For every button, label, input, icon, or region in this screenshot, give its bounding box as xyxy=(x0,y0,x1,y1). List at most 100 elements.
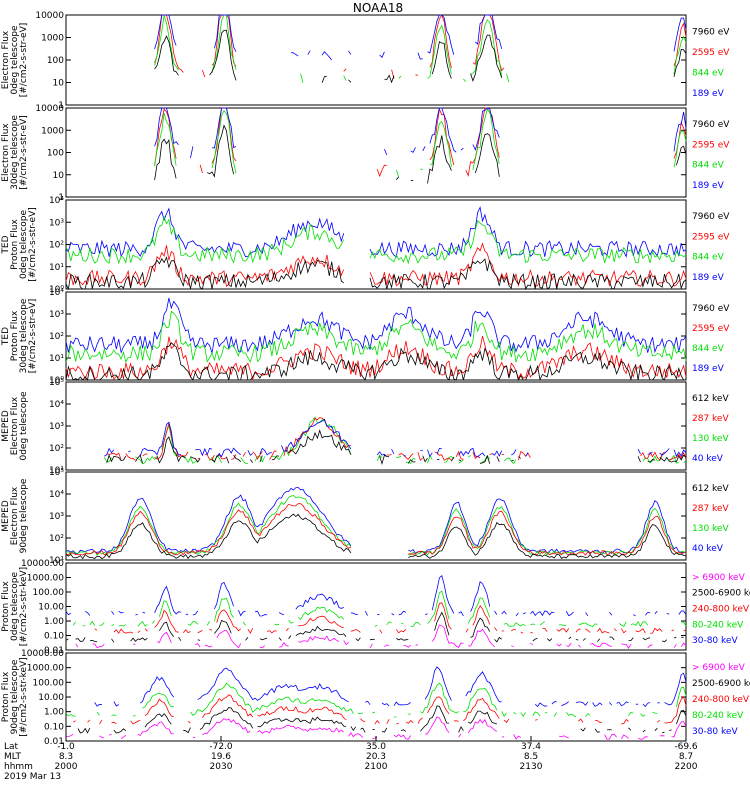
legend-entry: 2595 eV xyxy=(692,140,730,150)
x-tick-lat: 35.0 xyxy=(366,742,386,752)
series-red xyxy=(94,602,687,635)
footer-row-label: Lat xyxy=(4,742,19,752)
series-blue xyxy=(65,297,687,354)
y-axis-label-line: 90deg telescope xyxy=(10,659,20,734)
y-axis-label: TED Proton Flux 30deg telescope [#/cm2-s-st… xyxy=(1,298,38,373)
legend-entry: 2595 eV xyxy=(692,232,730,242)
x-tick-hhmm: 2030 xyxy=(210,762,233,772)
y-tick-label: 1000 xyxy=(41,34,64,44)
series-blue xyxy=(65,574,687,617)
y-tick-label: 10³ xyxy=(49,422,64,432)
panel-5: 10¹ 10² 10³ 10⁴ 10⁵ MEPED Electron Flux 0deg te… xyxy=(1,378,729,476)
legend-entry: 240-800 keV xyxy=(692,695,750,705)
y-tick-label: 0.01 xyxy=(44,737,64,747)
x-tick-hhmm: 2000 xyxy=(55,762,78,772)
legend-entry: 2595 eV xyxy=(692,48,730,58)
y-tick-label: 10² xyxy=(49,332,64,342)
panel-2: 1 10 100 1000 10000 Electron Flux 30deg telesc… xyxy=(1,104,730,203)
series-red xyxy=(106,417,687,462)
y-tick-label: 10⁵ xyxy=(49,378,64,388)
y-axis-label: MEPED Electron Flux 0deg telescope xyxy=(1,391,29,461)
legend-entry: 80-240 keV xyxy=(692,711,744,721)
y-tick-label: 10¹ xyxy=(49,354,64,364)
y-axis-label-line: [#/cm2-s-str-eV] xyxy=(28,207,38,282)
y-tick-label: 1 xyxy=(58,193,64,203)
y-tick-label: 10000.00 xyxy=(21,649,64,659)
series-black xyxy=(65,513,687,560)
legend-entry: 612 keV xyxy=(692,484,729,494)
y-tick-label: 10 xyxy=(53,171,65,181)
legend-entry: 130 keV xyxy=(692,524,729,534)
legend-entry: 844 eV xyxy=(692,161,725,171)
chart-title: NOAA18 xyxy=(353,1,403,15)
y-tick-label: 1000 xyxy=(41,126,64,136)
y-tick-label: 100.00 xyxy=(33,588,65,598)
footer-date: 2019 Mar 13 xyxy=(4,772,61,782)
series-green xyxy=(72,590,687,628)
panel-frame xyxy=(65,471,687,561)
y-tick-label: 10.00 xyxy=(38,603,64,613)
legend-entry: > 6900 keV xyxy=(692,663,746,673)
y-axis-label-line: Proton Flux xyxy=(1,581,11,632)
y-axis-label-line: Electron Flux xyxy=(1,123,11,182)
y-tick-label: 1000.00 xyxy=(27,664,64,674)
y-tick-label: 10² xyxy=(49,444,64,454)
y-axis-label-line: MEPED xyxy=(1,500,11,532)
panel-frame xyxy=(65,381,687,471)
series-blue xyxy=(154,107,687,158)
x-tick-mlt: 20.3 xyxy=(366,752,386,762)
y-tick-label: 10000.00 xyxy=(21,559,64,569)
series-magenta xyxy=(65,716,687,740)
y-tick-label: 0.10 xyxy=(44,632,64,642)
y-axis-label-line: TED xyxy=(1,327,11,346)
series-black xyxy=(65,342,686,382)
legend-entry: 287 keV xyxy=(692,504,729,514)
legend-entry: > 6900 keV xyxy=(692,573,746,583)
y-tick-label: 10⁴ xyxy=(49,400,64,410)
series-black xyxy=(65,256,687,291)
y-axis-label-line: MEPED xyxy=(1,410,11,442)
legend-entry: 2500-6900 keV xyxy=(692,589,750,599)
y-tick-label: 0.01 xyxy=(44,646,64,656)
y-tick-label: 10³ xyxy=(49,218,64,228)
y-tick-label: 10³ xyxy=(49,310,64,320)
panel-frame xyxy=(65,652,687,742)
y-axis-label-line: Proton Flux xyxy=(1,671,11,722)
y-axis-label: Electron Flux 30deg telescope [#/cm2-s-str… xyxy=(1,115,29,190)
y-tick-label: 10⁴ xyxy=(49,288,64,298)
y-axis-label-line: 0deg telescope xyxy=(19,391,29,461)
y-tick-label: 10¹ xyxy=(49,466,64,476)
legend-entry: 40 keV xyxy=(692,544,724,554)
legend-entry: 287 keV xyxy=(692,414,729,424)
y-tick-label: 10² xyxy=(49,534,64,544)
y-tick-label: 10 xyxy=(53,79,65,89)
y-axis-label: Proton Flux 90deg telescope [#/cm2-s-str-k… xyxy=(1,657,29,736)
y-axis-label-line: Electron Flux xyxy=(10,486,20,545)
series-black xyxy=(77,705,687,734)
x-tick-lat: -72.0 xyxy=(209,742,233,752)
footer-row-label: MLT xyxy=(4,752,22,762)
series-black xyxy=(154,29,687,84)
x-tick-lat: 37.4 xyxy=(521,742,541,752)
y-axis-label-line: 30deg telescope xyxy=(19,298,29,373)
legend-entry: 189 eV xyxy=(692,273,725,283)
panel-frame xyxy=(65,199,687,290)
legend-entry: 7960 eV xyxy=(692,27,730,37)
panel-frame xyxy=(65,562,687,651)
x-tick-hhmm: 2130 xyxy=(520,762,543,772)
legend-entry: 7960 eV xyxy=(692,304,730,314)
x-tick-lat: -1.0 xyxy=(57,742,75,752)
y-axis-label-line: [#/cm2-s-str-eV] xyxy=(19,23,29,98)
series-green xyxy=(65,310,687,364)
series-red xyxy=(65,335,687,381)
y-axis-label-line: [#/cm2-s-str-eV] xyxy=(19,115,29,190)
series-blue xyxy=(154,14,687,61)
series-red xyxy=(72,694,687,725)
panel-6: 10¹ 10² 10³ 10⁴ 10⁵ MEPED Electron Flux 90deg t… xyxy=(1,468,729,566)
x-tick-mlt: 8.5 xyxy=(524,752,538,762)
y-tick-label: 10000 xyxy=(35,104,64,114)
y-tick-label: 10⁰ xyxy=(49,376,64,386)
